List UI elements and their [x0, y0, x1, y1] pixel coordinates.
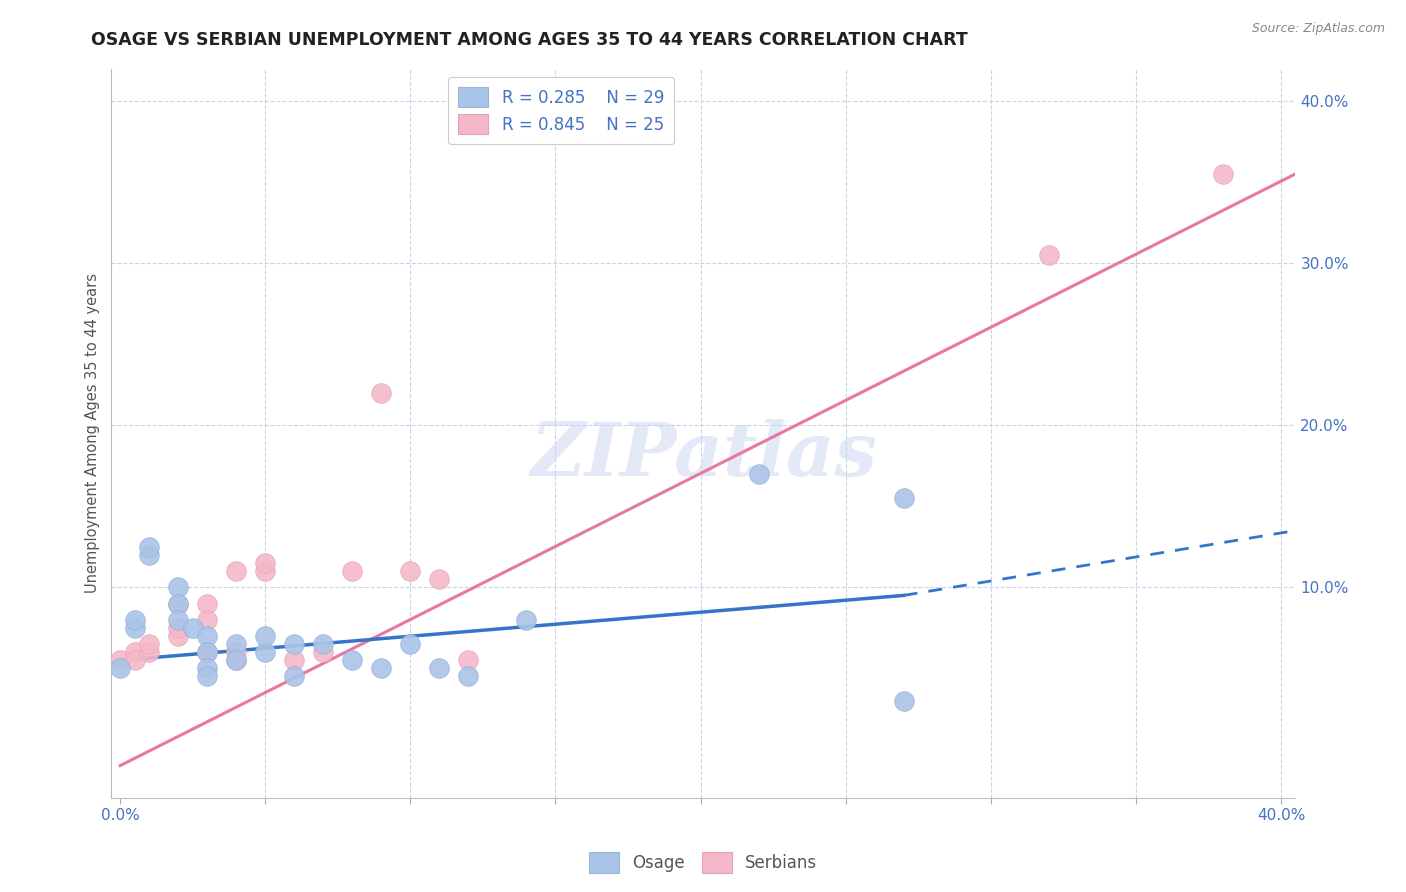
Point: [181, 621, 204, 635]
Point: [748, 467, 770, 481]
Point: [427, 572, 450, 586]
Point: [225, 653, 247, 667]
Point: [167, 621, 190, 635]
Point: [1212, 167, 1234, 181]
Text: OSAGE VS SERBIAN UNEMPLOYMENT AMONG AGES 35 TO 44 YEARS CORRELATION CHART: OSAGE VS SERBIAN UNEMPLOYMENT AMONG AGES…: [91, 31, 969, 49]
Point: [399, 637, 422, 651]
Point: [124, 621, 146, 635]
Point: [312, 637, 335, 651]
Point: [225, 637, 247, 651]
Point: [138, 548, 160, 562]
Point: [254, 645, 277, 659]
Point: [399, 564, 422, 578]
Point: [370, 661, 392, 675]
Text: ZIPatlas: ZIPatlas: [530, 419, 877, 491]
Point: [167, 597, 190, 611]
Legend: R = 0.285    N = 29, R = 0.845    N = 25: R = 0.285 N = 29, R = 0.845 N = 25: [449, 77, 675, 145]
Point: [124, 613, 146, 627]
Point: [124, 653, 146, 667]
Point: [124, 645, 146, 659]
Point: [138, 645, 160, 659]
Point: [195, 645, 218, 659]
Point: [515, 613, 537, 627]
Point: [254, 564, 277, 578]
Point: [1038, 248, 1060, 262]
Point: [370, 385, 392, 400]
Point: [427, 661, 450, 675]
Point: [457, 653, 479, 667]
Point: [254, 629, 277, 643]
Point: [893, 694, 915, 708]
Point: [195, 597, 218, 611]
Point: [108, 661, 131, 675]
Point: [283, 637, 305, 651]
Point: [195, 629, 218, 643]
Point: [167, 580, 190, 594]
Point: [167, 613, 190, 627]
Point: [195, 661, 218, 675]
Point: [342, 564, 364, 578]
Point: [254, 556, 277, 570]
Point: [195, 613, 218, 627]
Point: [893, 491, 915, 505]
Point: [195, 669, 218, 683]
Point: [312, 645, 335, 659]
Point: [195, 645, 218, 659]
Legend: Osage, Serbians: Osage, Serbians: [582, 846, 824, 880]
Point: [138, 637, 160, 651]
Y-axis label: Unemployment Among Ages 35 to 44 years: Unemployment Among Ages 35 to 44 years: [86, 273, 100, 593]
Point: [225, 645, 247, 659]
Text: Source: ZipAtlas.com: Source: ZipAtlas.com: [1251, 22, 1385, 36]
Point: [225, 564, 247, 578]
Point: [283, 653, 305, 667]
Point: [457, 669, 479, 683]
Point: [138, 540, 160, 554]
Point: [108, 653, 131, 667]
Point: [342, 653, 364, 667]
Point: [225, 653, 247, 667]
Point: [283, 669, 305, 683]
Point: [167, 629, 190, 643]
Point: [167, 597, 190, 611]
